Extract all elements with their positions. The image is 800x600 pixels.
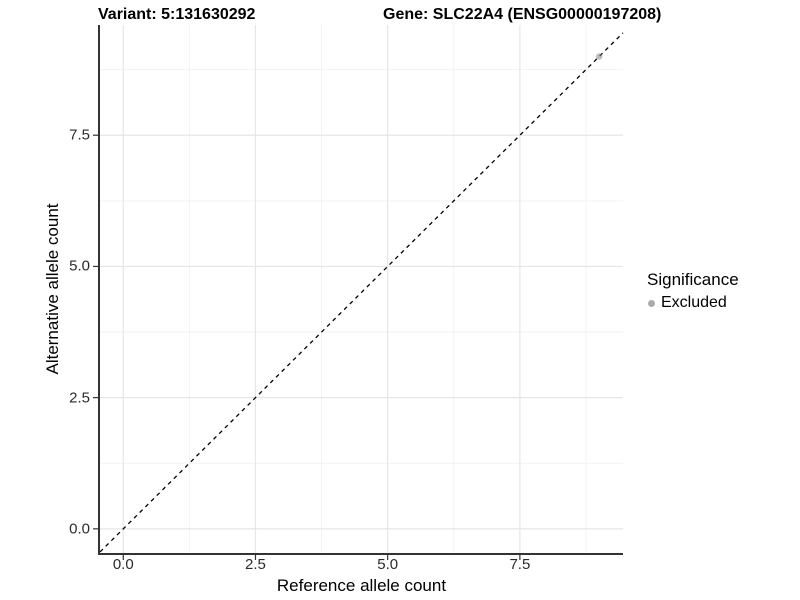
x-tick-label: 5.0 [377, 556, 399, 573]
excluded-point-icon [648, 299, 655, 307]
y-tick-label: 0.0 [69, 520, 90, 538]
y-tick-label: 2.5 [69, 389, 90, 407]
x-tick-label: 2.5 [245, 556, 266, 573]
x-axis-title: Reference allele count [276, 576, 447, 595]
legend-item-label: Excluded [661, 294, 727, 311]
plot-title-variant: Variant: 5:131630292 [98, 6, 256, 23]
legend: Significance Excluded [645, 270, 739, 313]
data-point-excluded [596, 53, 603, 60]
y-axis-title: Alternative allele count [43, 203, 62, 375]
y-tick-label: 5.0 [69, 257, 90, 275]
x-tick-label: 0.0 [112, 556, 134, 573]
plot-title-gene: Gene: SLC22A4 (ENSG00000197208) [383, 6, 662, 23]
diagonal-reference-line [99, 32, 624, 553]
legend-item-excluded: Excluded [645, 293, 739, 313]
legend-title: Significance [647, 270, 739, 289]
y-tick-label: 7.5 [69, 126, 90, 144]
x-tick-label: 7.5 [509, 556, 531, 573]
